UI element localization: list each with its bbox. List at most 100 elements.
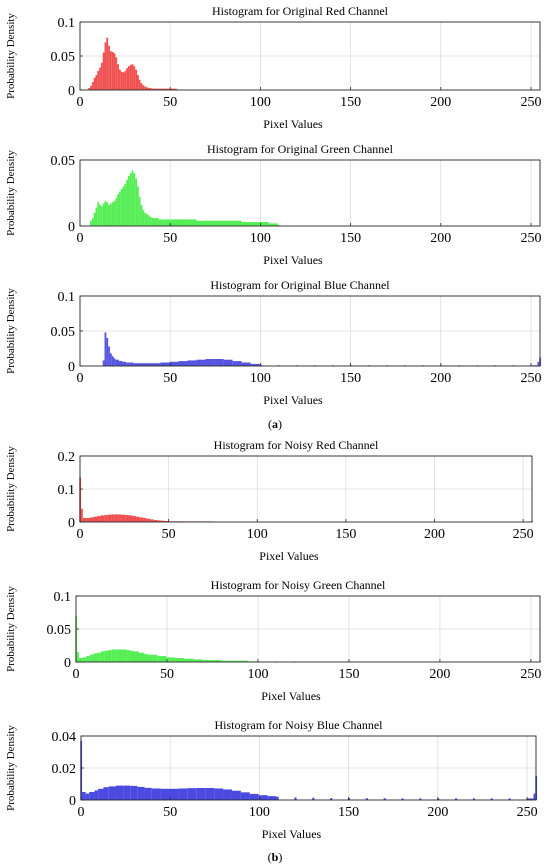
histogram-bar [106,338,109,366]
histogram-bar [135,178,138,226]
histogram-bar [94,790,99,800]
histogram-bar [229,660,240,662]
x-tick-label: 250 [520,95,541,110]
histogram-bar [129,173,132,226]
y-tick-label: 0 [69,794,76,809]
histogram-bar [135,69,138,90]
x-axis-label: Pixel Values [261,689,321,703]
histogram-bar [86,656,90,662]
histogram-bar [120,189,123,226]
histogram-bar [147,87,150,90]
histogram-bar [142,85,145,90]
histogram-bar [100,651,105,662]
histogram-bar [126,179,128,226]
histogram-bar [157,520,161,522]
histogram-bar [104,650,109,662]
histogram-bar [98,788,104,800]
histogram-bar [205,220,215,226]
x-axis-label: Pixel Values [263,393,323,407]
histogram-bar [106,37,109,90]
chart-title: Histogram for Original Green Channel [207,142,394,156]
x-tick-label: 50 [163,95,177,110]
histogram-bar [187,360,197,366]
histogram-bar [91,81,94,90]
histogram-bar [111,202,114,226]
histogram-bar [146,214,148,226]
x-tick-label: 200 [430,371,451,386]
y-axis-label: Probability Density [5,586,17,672]
histogram-bar [122,361,127,366]
histogram-bar [95,75,98,90]
histogram-bar [82,792,86,800]
x-tick-label: 50 [162,527,176,542]
histogram-bar [241,362,251,366]
x-tick-label: 50 [160,667,174,682]
histogram-bar [178,361,188,366]
y-tick-label: 0.1 [58,290,76,305]
histogram-bar [93,653,98,662]
histogram-bar [137,186,139,226]
histogram-bar [175,658,185,662]
histogram-bar [104,515,108,522]
histogram-bar [90,220,92,226]
histogram-bar [148,654,158,662]
histogram-bar [126,68,128,90]
histogram-bar [490,798,493,800]
histogram-bar [160,362,170,366]
histogram-bar [111,356,114,366]
histogram-bar [137,75,139,90]
histogram-bar [121,514,126,522]
histogram-bar [146,87,148,90]
histogram-bar [249,793,259,800]
x-tick-label: 250 [513,527,534,542]
x-tick-label: 200 [430,95,451,110]
x-tick-label: 250 [520,667,541,682]
histogram-bar [241,222,251,226]
chart-title: Histogram for Noisy Blue Channel [215,718,384,732]
y-tick-label: 0 [68,84,75,99]
histogram-bar [100,62,103,90]
histogram-bar [151,218,156,226]
histogram-bar [129,362,134,366]
histogram-bar [202,660,212,662]
chart-title: Histogram for Original Blue Channel [210,278,390,292]
y-tick-label: 0.05 [47,623,72,638]
histogram-bar [133,66,136,90]
histogram-bar [93,212,96,226]
histogram-bar [129,64,132,90]
histogram-bar [164,521,168,522]
histogram-bar [258,795,268,800]
histogram-bar [187,788,197,800]
y-tick-label: 0 [68,516,75,531]
axes-frame [79,159,541,227]
chart-title: Histogram for Original Red Channel [212,4,389,18]
x-tick-label: 100 [250,371,271,386]
histogram-bar [118,191,121,226]
histogram-bar [151,363,161,366]
y-tick-label: 0.1 [54,590,72,605]
histogram-bar [100,515,105,522]
chart-title: Histogram for Noisy Green Channel [211,578,386,592]
x-tick-label: 150 [340,95,361,110]
y-tick-label: 0.1 [58,483,76,498]
histogram-bar [178,788,188,800]
histogram-bar [205,359,215,366]
histogram-bar [419,798,422,800]
histogram-bar [109,203,112,226]
histogram-bar [267,796,277,800]
y-tick-label: 0 [68,220,75,235]
x-tick-label: 0 [78,805,85,820]
histogram-bar [155,88,159,90]
histogram-bar [142,363,152,366]
histogram-bar [117,64,119,90]
histogram-bar [184,658,194,662]
histogram-bar [97,516,101,522]
histogram-bar [95,207,98,226]
histogram-bar [113,53,116,90]
histogram-bar [223,220,233,226]
y-tick-label: 0.1 [58,16,76,31]
histogram-bar [91,218,94,226]
histogram-bar [126,650,130,662]
x-tick-label: 50 [163,805,177,820]
histogram-bar [140,204,143,226]
